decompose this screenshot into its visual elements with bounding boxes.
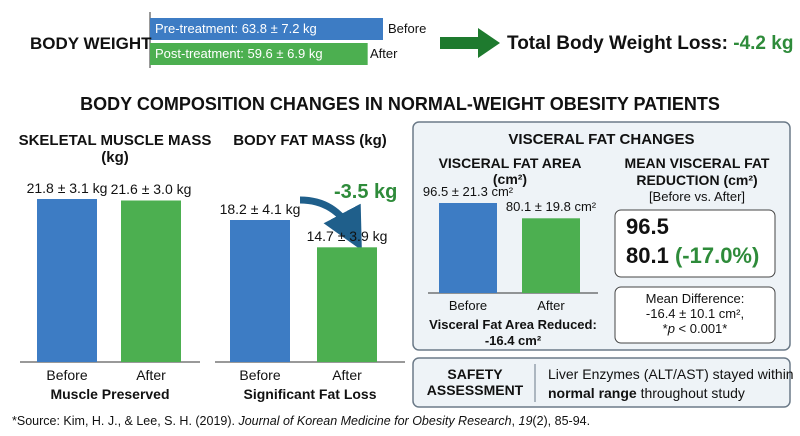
box [614,209,776,278]
difference: -16.4 ± 10.1 cm², [645,306,745,321]
value-label: Pre-treatment: 63.8 ± 7.2 kg [155,21,317,36]
category-label: After [332,367,362,383]
page-title: BODY COMPOSITION CHANGES IN NORMAL-WEIGH… [80,94,720,114]
category-label: Before [388,21,427,36]
source: (2), 85-94. [532,414,591,428]
safety-text: normal range throughout study [548,385,745,401]
safety-text: normal range [548,385,637,401]
box [614,286,776,344]
caption: Muscle Preserved [50,386,170,402]
p-value: *p < 0.001* [615,321,775,336]
percent: (-17.0%) [674,243,760,268]
after-value: 80.1 (-17.0%) [626,243,759,269]
annotation: -3.5 kg [334,181,398,203]
arrow [299,196,362,251]
value-label: 18.2 ± 4.1 kg [219,201,301,217]
safety-text: throughout study [636,385,745,401]
chart-title: BODY FAT MASS (kg) [233,132,387,149]
chart-title: BODY WEIGHT [30,34,152,53]
before-value: 96.5 [626,214,669,239]
value-label: 80.1 ± 19.8 cm² [505,199,597,215]
annotation: Total Body Weight Loss: -4.2 kg [507,33,793,55]
bar [439,203,497,293]
annotation-label: Total Body Weight Loss: [507,33,728,54]
bar [150,43,368,65]
bar [522,218,580,293]
mean-subtitle: [Before vs. After] [648,189,746,204]
annotation-value: -4.2 kg [733,33,794,54]
source: *Source: Kim, H. J., & Lee, S. H. (2019)… [12,414,590,428]
safety-text: Liver Enzymes (ALT/AST) stayed within [548,366,794,382]
bar [317,247,377,362]
category-label: Before [448,298,488,313]
difference: Mean Difference: [645,291,745,306]
category-label: After [537,298,565,313]
bar [121,200,181,362]
caption: Significant Fat Loss [243,386,377,402]
after-value: 80.1 [626,243,669,268]
value-label: Post-treatment: 59.6 ± 6.9 kg [155,46,323,61]
bar [230,220,290,362]
chart-title: SKELETAL MUSCLE MASS (kg) [18,132,212,166]
p-value: * [662,321,668,336]
caption: Visceral Fat Area Reduced: -16.4 cm² [429,317,597,348]
arrow [440,28,500,58]
bar [37,199,97,362]
value-label: 96.5 ± 21.3 cm² [422,184,514,199]
p-value: < 0.001* [674,321,728,336]
source: 19 [518,414,533,428]
p-value: p [667,321,675,336]
category-label: Before [46,367,88,383]
bar [150,18,383,40]
value-label: 21.6 ± 3.0 kg [110,181,192,198]
source: *Source: Kim, H. J., & Lee, S. H. (2019)… [12,414,239,428]
chart-title: VISCERAL FAT AREA (cm²) [438,155,582,187]
source: Journal of Korean Medicine for Obesity R… [238,414,512,428]
panel [412,357,791,408]
value-label: 21.8 ± 3.1 kg [26,180,108,196]
safety-label: SAFETY ASSESSMENT [426,366,524,398]
value-label: 14.7 ± 3.9 kg [306,228,388,245]
category-label: Before [239,367,281,383]
mean-title: MEAN VISCERAL FAT REDUCTION (cm²) [624,155,770,188]
source: , [511,414,519,428]
category-label: After [136,367,166,383]
category-label: After [370,46,398,61]
panel-title: VISCERAL FAT CHANGES [508,131,695,148]
